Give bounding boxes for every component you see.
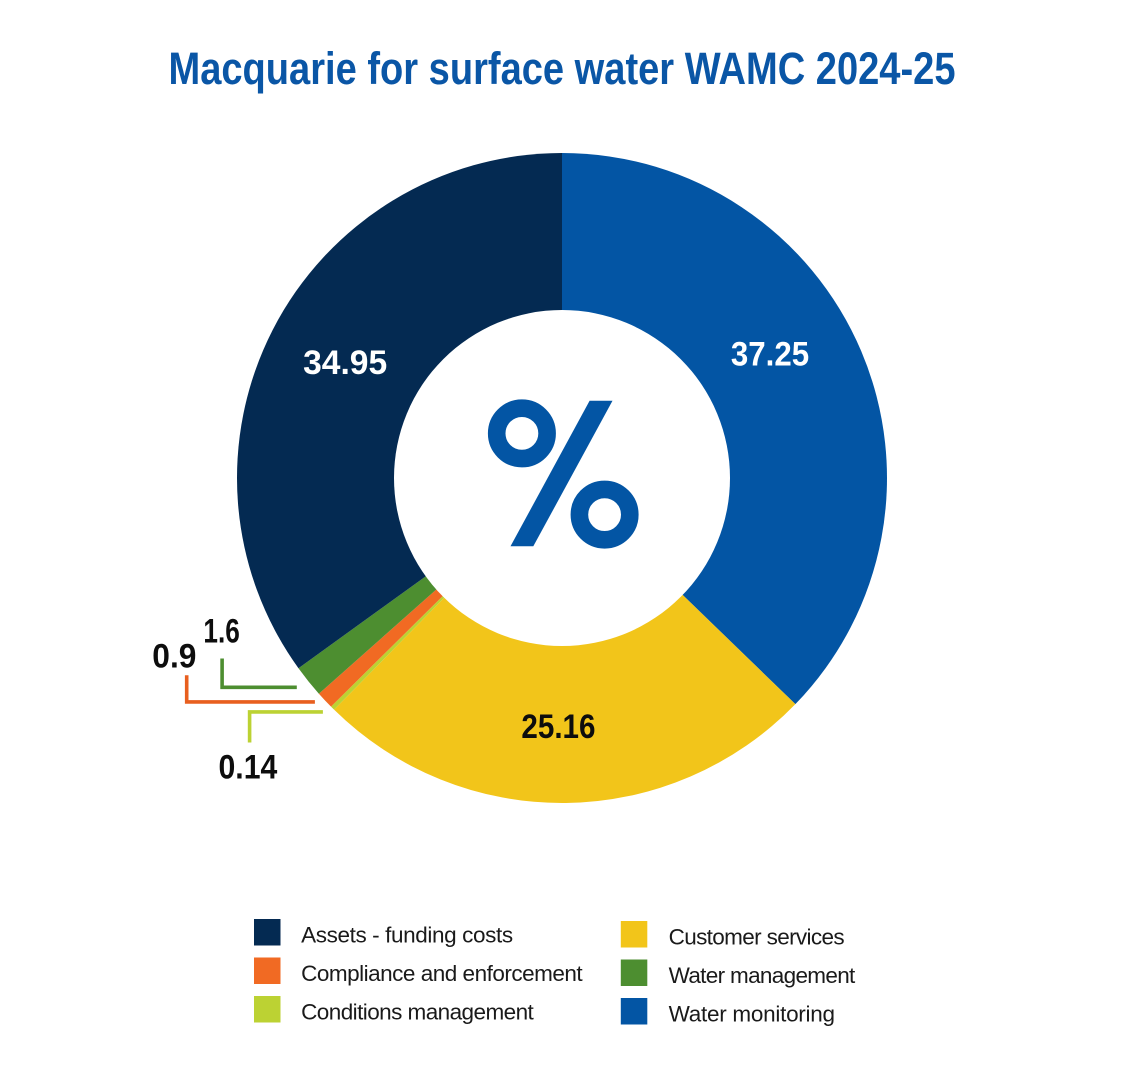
svg-text:Water monitoring: Water monitoring	[669, 1001, 835, 1026]
svg-text:34.95: 34.95	[303, 344, 387, 382]
svg-text:Customer services: Customer services	[669, 925, 845, 950]
svg-text:Macquarie for surface water WA: Macquarie for surface water WAMC 2024-25	[169, 43, 956, 94]
svg-text:25.16: 25.16	[521, 708, 595, 746]
svg-text:Assets - funding costs: Assets - funding costs	[301, 923, 513, 948]
svg-text:0.9: 0.9	[152, 638, 196, 676]
svg-text:Conditions management: Conditions management	[301, 999, 534, 1024]
svg-text:0.14: 0.14	[219, 749, 278, 787]
svg-text:1.6: 1.6	[203, 613, 239, 651]
svg-text:37.25: 37.25	[731, 336, 809, 374]
svg-text:Water management: Water management	[669, 963, 856, 988]
svg-text:Compliance and enforcement: Compliance and enforcement	[301, 961, 583, 986]
